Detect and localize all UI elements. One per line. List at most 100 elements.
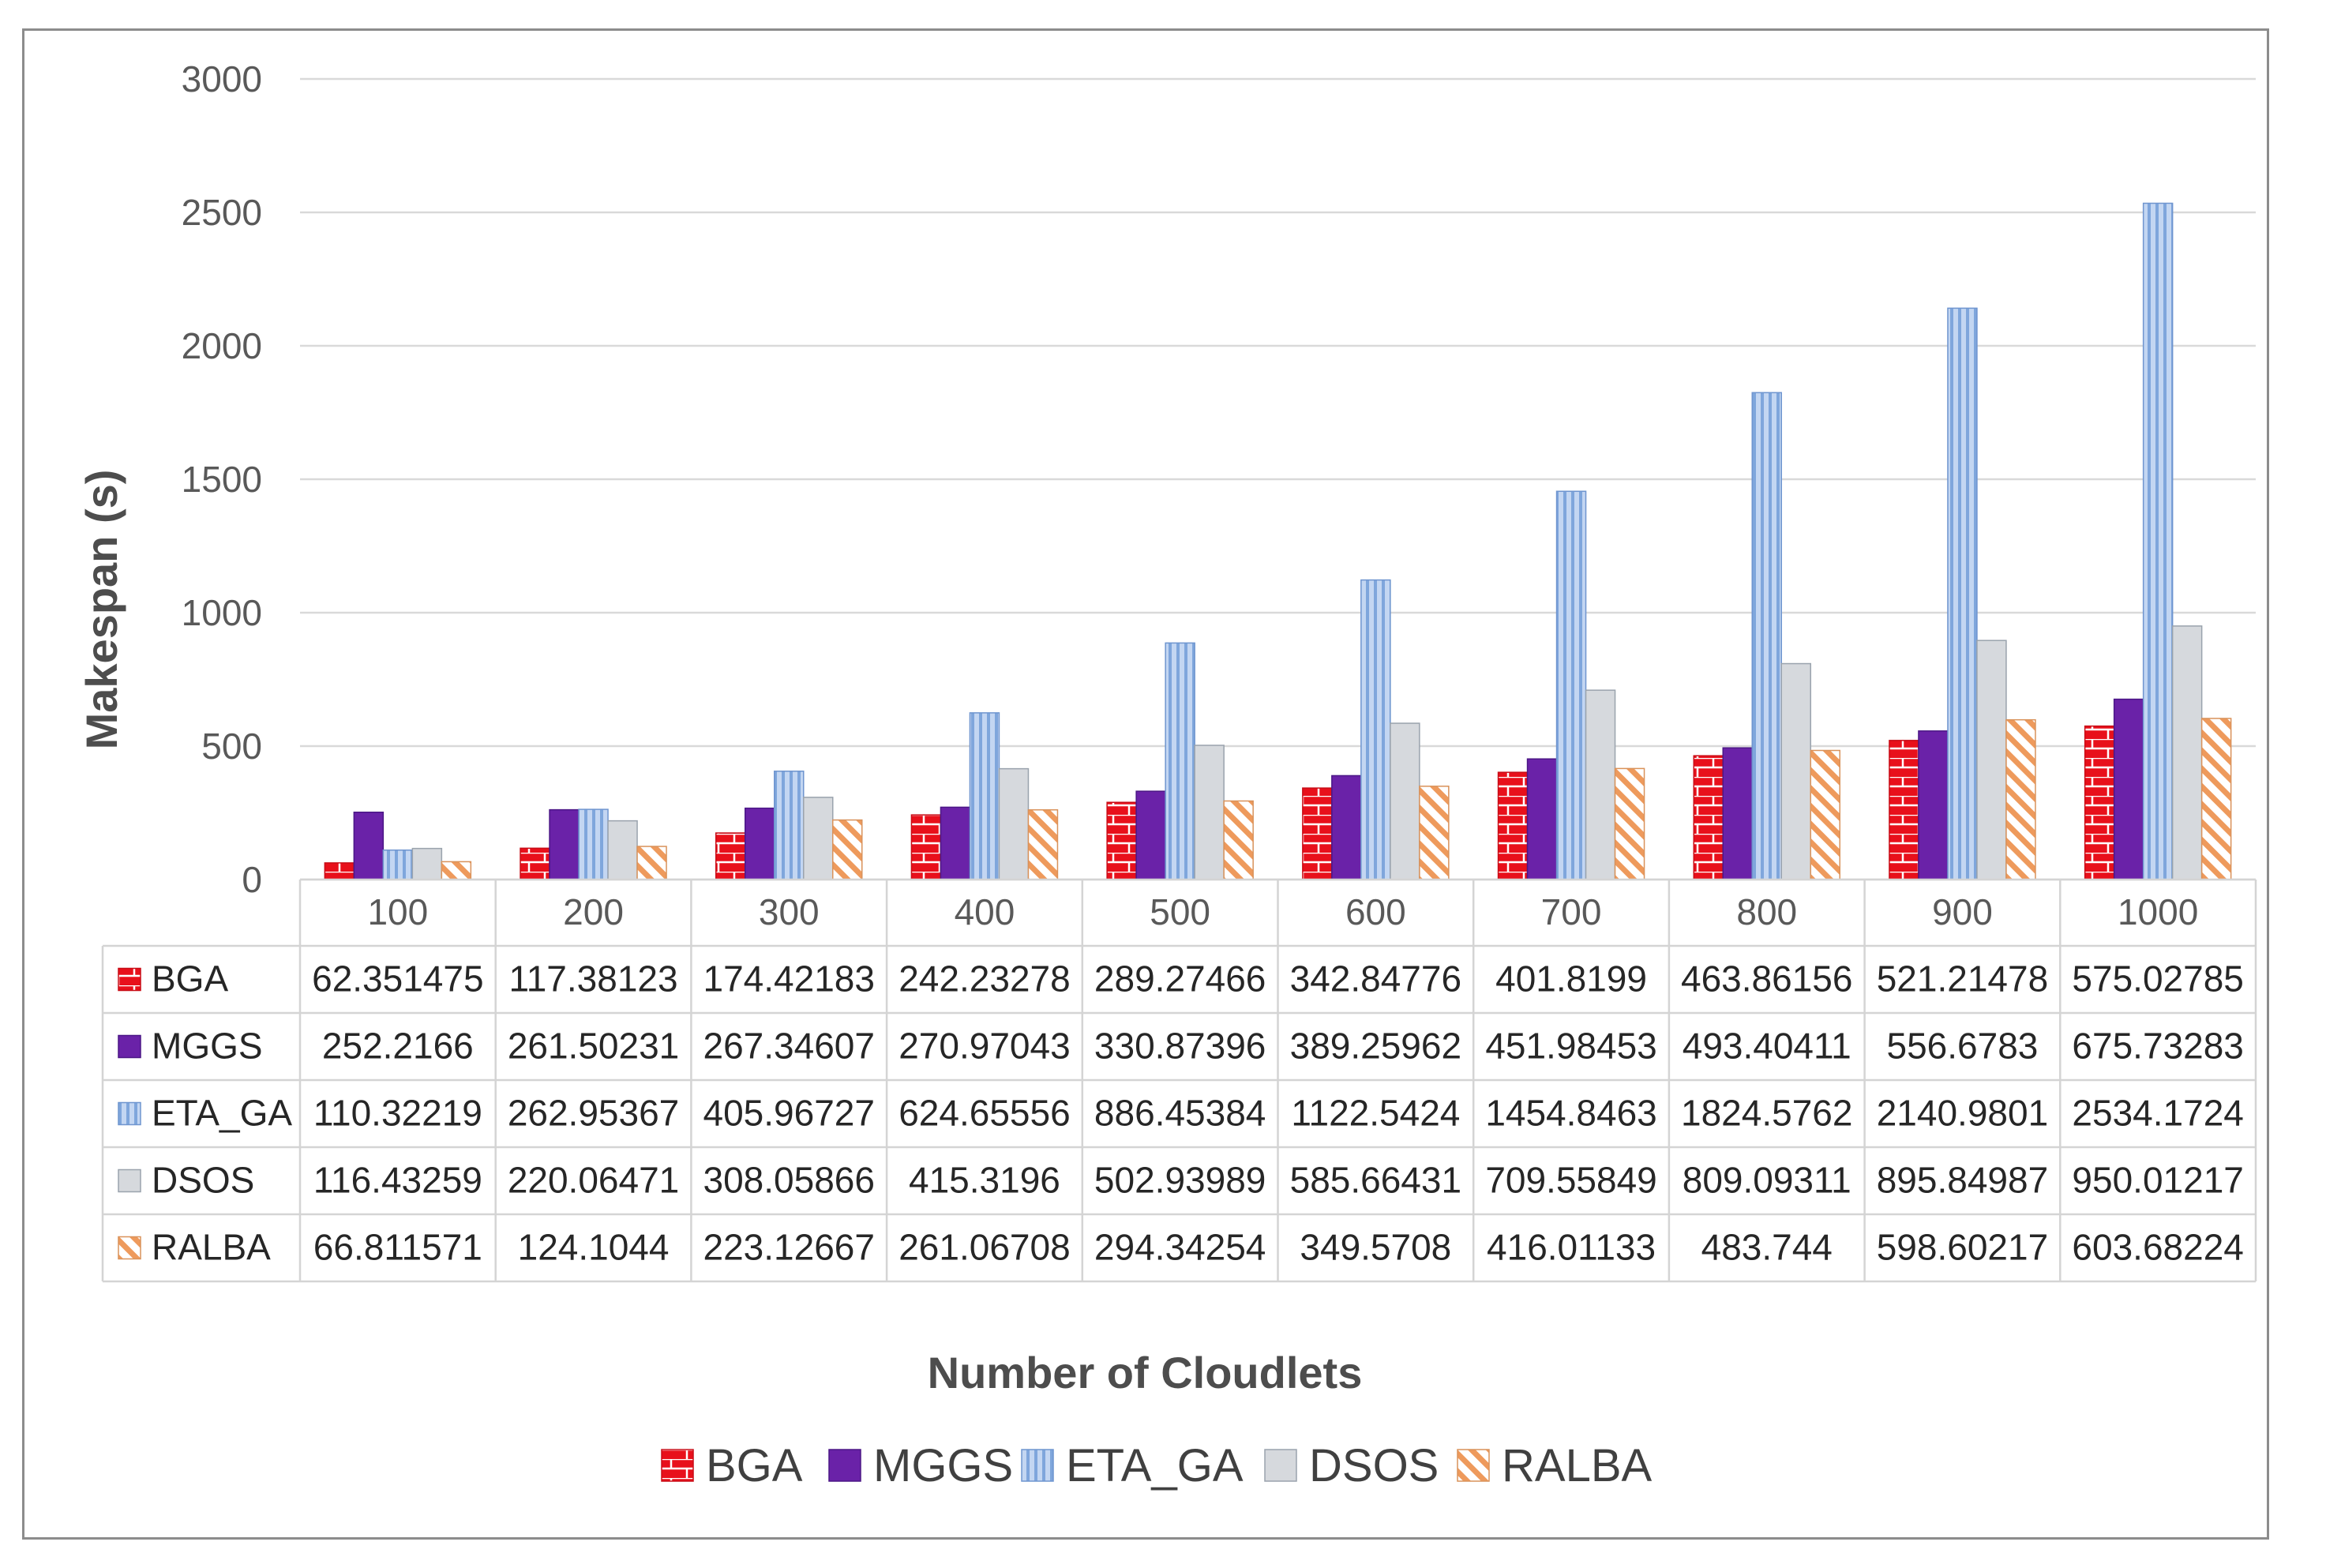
table-cell: 405.96727	[703, 1093, 875, 1134]
bar-mggs-100	[353, 812, 385, 880]
table-cell: 66.811571	[313, 1227, 482, 1268]
data-table: 100 200 300 400 500 600 700 800 900 1000 BGA 62.351…	[101, 878, 2257, 1283]
bar-eta_ga-700	[1555, 490, 1587, 880]
table-cell: 585.66431	[1290, 1160, 1461, 1201]
table-cell: 110.32219	[313, 1093, 482, 1134]
table-cell: 895.84987	[1877, 1160, 2048, 1201]
table-cell: 1824.5762	[1681, 1093, 1852, 1134]
bar-mggs-300	[745, 807, 775, 880]
x-tick-label: 1000	[2118, 891, 2198, 932]
table-series-name: BGA	[152, 958, 228, 1000]
bar-eta_ga-800	[1751, 392, 1782, 880]
legend-swatch-dsos	[1264, 1449, 1297, 1482]
legend-swatch-ralba	[1457, 1449, 1490, 1482]
bar-eta_ga-600	[1360, 579, 1391, 880]
bar-mggs-500	[1135, 790, 1166, 880]
table-cell: 220.06471	[508, 1160, 679, 1201]
bar-eta_ga-400	[969, 712, 1000, 880]
bar-bga-600	[1302, 787, 1333, 880]
legend-label: BGA	[706, 1440, 803, 1491]
table-key-mggs	[118, 1034, 141, 1059]
bar-dsos-500	[1194, 745, 1225, 880]
bars	[324, 202, 2232, 880]
table-series-name: RALBA	[152, 1227, 271, 1268]
table-cell: 289.27466	[1094, 958, 1266, 1000]
table-cell: 342.84776	[1290, 958, 1461, 1000]
bar-ralba-600	[1419, 786, 1450, 880]
table-series-name: ETA_GA	[152, 1093, 292, 1134]
x-tick-label: 200	[563, 891, 624, 932]
y-tick-label: 2500	[182, 192, 262, 233]
legend-label: ETA_GA	[1066, 1440, 1244, 1491]
bar-ralba-400	[1027, 809, 1059, 880]
table-cell: 330.87396	[1094, 1026, 1266, 1067]
table-cell: 483.744	[1701, 1227, 1833, 1268]
table-cell: 415.3196	[909, 1160, 1060, 1201]
bar-mggs-600	[1331, 775, 1362, 880]
bar-ralba-300	[832, 819, 863, 880]
bar-eta_ga-900	[1947, 307, 1978, 880]
bar-dsos-800	[1780, 662, 1811, 880]
table-cell: 270.97043	[899, 1026, 1070, 1067]
table-cell: 451.98453	[1485, 1026, 1656, 1067]
table-cell: 117.38123	[509, 958, 678, 1000]
table-cell: 886.45384	[1094, 1093, 1266, 1134]
table-cell: 308.05866	[703, 1160, 875, 1201]
x-tick-label: 500	[1150, 891, 1210, 932]
bar-dsos-700	[1585, 689, 1616, 880]
table-cell: 1454.8463	[1485, 1093, 1656, 1134]
table-cell: 493.40411	[1683, 1026, 1851, 1067]
y-tick-label: 2000	[182, 325, 262, 366]
table-series-name: MGGS	[152, 1026, 263, 1067]
bar-dsos-300	[803, 797, 834, 880]
table-cell: 603.68224	[2072, 1227, 2243, 1268]
table-cell: 116.43259	[313, 1160, 482, 1201]
table-cell: 223.12667	[703, 1227, 875, 1268]
bar-eta_ga-100	[382, 849, 414, 880]
bar-eta_ga-500	[1165, 642, 1195, 880]
bar-dsos-1000	[2171, 625, 2203, 880]
legend-swatch-eta_ga	[1021, 1449, 1054, 1482]
table-cell: 174.42183	[703, 958, 875, 1000]
bar-mggs-900	[1918, 730, 1949, 880]
bar-eta_ga-200	[578, 808, 609, 880]
table-cell: 2140.9801	[1877, 1093, 2048, 1134]
table-key-bga	[118, 967, 141, 992]
bar-ralba-700	[1614, 767, 1645, 880]
bar-eta_ga-300	[774, 771, 805, 880]
x-tick-label: 800	[1736, 891, 1797, 932]
bar-mggs-400	[940, 806, 971, 880]
bar-dsos-100	[411, 847, 443, 880]
y-tick-label: 3000	[182, 58, 262, 99]
table-cell: 349.5708	[1300, 1227, 1451, 1268]
table-key-eta_ga	[118, 1101, 141, 1126]
table-cell: 401.8199	[1495, 958, 1647, 1000]
legend-swatch-mggs	[828, 1449, 861, 1482]
x-tick-label: 900	[1932, 891, 1993, 932]
table-key-dsos	[118, 1168, 141, 1193]
table-cell: 556.6783	[1887, 1026, 2039, 1067]
bar-bga-500	[1106, 801, 1137, 880]
y-tick-label: 1000	[182, 592, 262, 633]
legend-label: RALBA	[1502, 1440, 1653, 1491]
legend-swatch-bga	[661, 1449, 694, 1482]
y-tick-label: 1500	[182, 459, 262, 500]
bar-ralba-800	[1810, 749, 1840, 880]
table-cell: 598.60217	[1877, 1227, 2048, 1268]
bar-dsos-900	[1976, 640, 2007, 880]
table-cell: 261.06708	[899, 1227, 1070, 1268]
bar-ralba-900	[2005, 718, 2036, 880]
table-cell: 124.1044	[518, 1227, 670, 1268]
table-cell: 463.86156	[1681, 958, 1852, 1000]
x-tick-label: 100	[367, 891, 428, 932]
bar-ralba-500	[1223, 800, 1254, 880]
y-axis-title: Makespan (s)	[77, 470, 126, 750]
x-tick-label: 300	[759, 891, 820, 932]
table-cell: 575.02785	[2072, 958, 2243, 1000]
x-axis-title: Number of Cloudlets	[928, 1348, 1363, 1397]
table-cell: 416.01133	[1487, 1227, 1656, 1268]
table-cell: 2534.1724	[2072, 1093, 2243, 1134]
bar-bga-900	[1889, 740, 1919, 880]
table-cell: 62.351475	[312, 958, 483, 1000]
